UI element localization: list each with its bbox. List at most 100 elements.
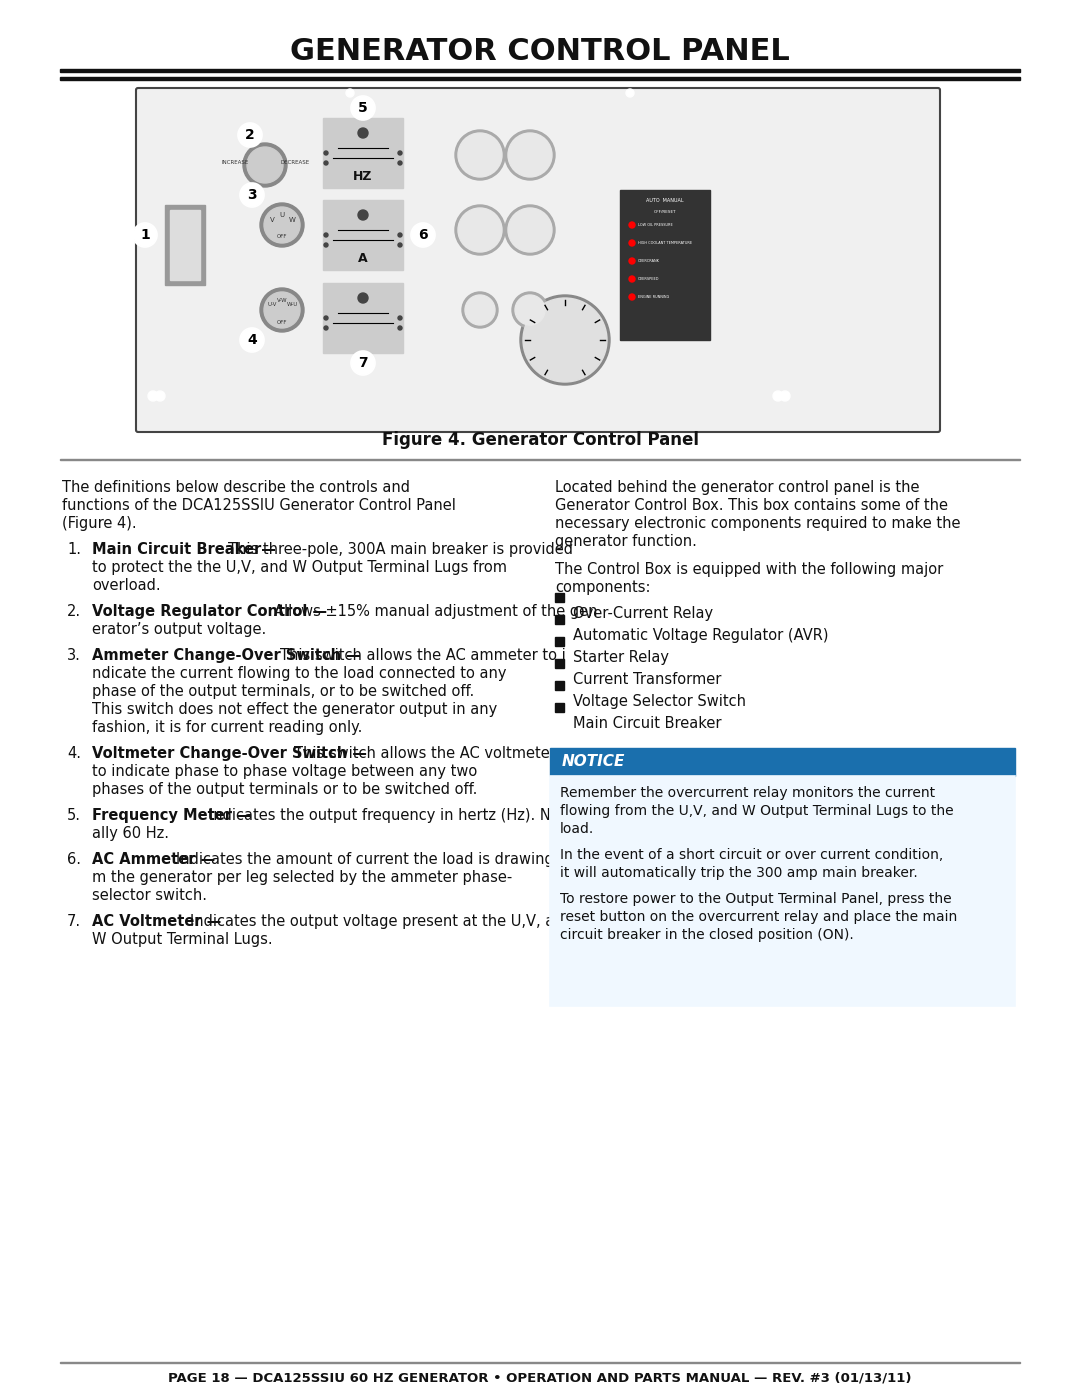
Text: selector switch.: selector switch. [92, 888, 207, 902]
Text: This switch allows the AC voltmeter: This switch allows the AC voltmeter [294, 746, 555, 761]
Bar [60, 68, 1020, 73]
Circle shape [505, 130, 555, 180]
Text: (Figure 4).: (Figure 4). [62, 515, 137, 531]
Text: W: W [288, 217, 296, 224]
Text: Generator Control Box. This box contains some of the: Generator Control Box. This box contains… [555, 497, 948, 513]
Circle shape [519, 295, 610, 386]
Circle shape [238, 123, 262, 147]
Text: OFF/RESET: OFF/RESET [653, 210, 676, 214]
Circle shape [240, 183, 264, 207]
Text: Ammeter Change-Over Switch —: Ammeter Change-Over Switch — [92, 648, 366, 664]
Text: HZ: HZ [353, 169, 373, 183]
Circle shape [351, 351, 375, 374]
Text: V-W: V-W [276, 298, 287, 303]
Text: reset button on the overcurrent relay and place the main: reset button on the overcurrent relay an… [561, 909, 957, 923]
Text: W-U: W-U [286, 303, 298, 307]
Text: Main Circuit Breaker: Main Circuit Breaker [573, 717, 721, 731]
Text: 1.: 1. [67, 542, 81, 557]
Circle shape [357, 129, 368, 138]
Text: circuit breaker in the closed position (ON).: circuit breaker in the closed position (… [561, 928, 854, 942]
Text: phases of the output terminals or to be switched off.: phases of the output terminals or to be … [92, 782, 477, 798]
Bar [555, 703, 564, 712]
Text: OVERSPEED: OVERSPEED [638, 277, 660, 281]
Circle shape [629, 293, 635, 300]
Circle shape [399, 243, 402, 247]
Text: 5: 5 [359, 101, 368, 115]
Text: 5.: 5. [67, 807, 81, 823]
Text: Indicates the output frequency in hertz (Hz). Norm: Indicates the output frequency in hertz … [210, 807, 580, 823]
Circle shape [260, 288, 303, 332]
Circle shape [465, 295, 495, 326]
Text: To restore power to the Output Terminal Panel, press the: To restore power to the Output Terminal … [561, 893, 951, 907]
Text: 2.: 2. [67, 604, 81, 619]
Text: Voltage Selector Switch: Voltage Selector Switch [573, 694, 746, 710]
Text: 7: 7 [359, 356, 368, 370]
Text: Allows ±15% manual adjustment of the gen: Allows ±15% manual adjustment of the gen [274, 604, 597, 619]
Text: 6.: 6. [67, 852, 81, 868]
Circle shape [399, 233, 402, 237]
Text: The definitions below describe the controls and: The definitions below describe the contr… [62, 481, 410, 495]
Text: Over-Current Relay: Over-Current Relay [573, 606, 713, 622]
Circle shape [260, 203, 303, 247]
Circle shape [148, 391, 158, 401]
Text: OFF: OFF [276, 235, 287, 239]
Circle shape [346, 89, 354, 96]
Text: phase of the output terminals, or to be switched off.: phase of the output terminals, or to be … [92, 685, 474, 698]
Circle shape [357, 210, 368, 219]
Text: load.: load. [561, 821, 594, 835]
Bar [555, 615, 564, 624]
Text: Indicates the amount of current the load is drawing fro: Indicates the amount of current the load… [176, 852, 579, 868]
Circle shape [351, 96, 375, 120]
Circle shape [324, 316, 328, 320]
Circle shape [357, 293, 368, 303]
Text: HIGH COOLANT TEMPERATURE: HIGH COOLANT TEMPERATURE [638, 242, 692, 244]
Circle shape [455, 205, 505, 256]
Text: Figure 4. Generator Control Panel: Figure 4. Generator Control Panel [381, 432, 699, 448]
Text: DECREASE: DECREASE [281, 161, 310, 165]
Circle shape [455, 130, 505, 180]
Text: Remember the overcurrent relay monitors the current: Remember the overcurrent relay monitors … [561, 787, 935, 800]
Bar [60, 458, 1020, 460]
Text: The Control Box is equipped with the following major: The Control Box is equipped with the fol… [555, 562, 943, 577]
Text: flowing from the U,V, and W Output Terminal Lugs to the: flowing from the U,V, and W Output Termi… [561, 805, 954, 819]
Circle shape [324, 243, 328, 247]
Bar [555, 659, 564, 668]
Circle shape [508, 133, 552, 177]
Circle shape [515, 295, 545, 326]
Circle shape [458, 208, 502, 251]
Text: functions of the DCA125SSIU Generator Control Panel: functions of the DCA125SSIU Generator Co… [62, 497, 456, 513]
Circle shape [629, 258, 635, 264]
Text: This switch allows the AC ammeter to i: This switch allows the AC ammeter to i [281, 648, 566, 664]
Circle shape [324, 151, 328, 155]
Text: LOW OIL PRESSURE: LOW OIL PRESSURE [638, 224, 673, 226]
Bar [165, 205, 205, 285]
Circle shape [247, 147, 283, 183]
Text: A: A [359, 251, 368, 264]
Text: GENERATOR CONTROL PANEL: GENERATOR CONTROL PANEL [291, 38, 789, 67]
Bar [555, 637, 564, 645]
Bar [60, 1362, 1020, 1363]
Circle shape [629, 277, 635, 282]
Text: necessary electronic components required to make the: necessary electronic components required… [555, 515, 960, 531]
Circle shape [505, 205, 555, 256]
Circle shape [780, 391, 789, 401]
Bar [60, 77, 1020, 80]
Text: ally 60 Hz.: ally 60 Hz. [92, 826, 168, 841]
Text: to protect the the U,V, and W Output Terminal Lugs from: to protect the the U,V, and W Output Ter… [92, 560, 507, 576]
Circle shape [324, 233, 328, 237]
Text: OFF: OFF [276, 320, 287, 324]
FancyBboxPatch shape [136, 88, 940, 432]
Text: Voltage Regulator Control —: Voltage Regulator Control — [92, 604, 333, 619]
Circle shape [399, 161, 402, 165]
Text: U: U [280, 212, 284, 218]
Text: Starter Relay: Starter Relay [573, 650, 669, 665]
Circle shape [512, 292, 548, 328]
Circle shape [399, 326, 402, 330]
Text: 2: 2 [245, 129, 255, 142]
Text: ndicate the current flowing to the load connected to any: ndicate the current flowing to the load … [92, 666, 507, 680]
Text: fashion, it is for current reading only.: fashion, it is for current reading only. [92, 719, 363, 735]
Circle shape [264, 292, 300, 328]
Circle shape [508, 208, 552, 251]
Circle shape [462, 292, 498, 328]
Text: generator function.: generator function. [555, 534, 697, 549]
